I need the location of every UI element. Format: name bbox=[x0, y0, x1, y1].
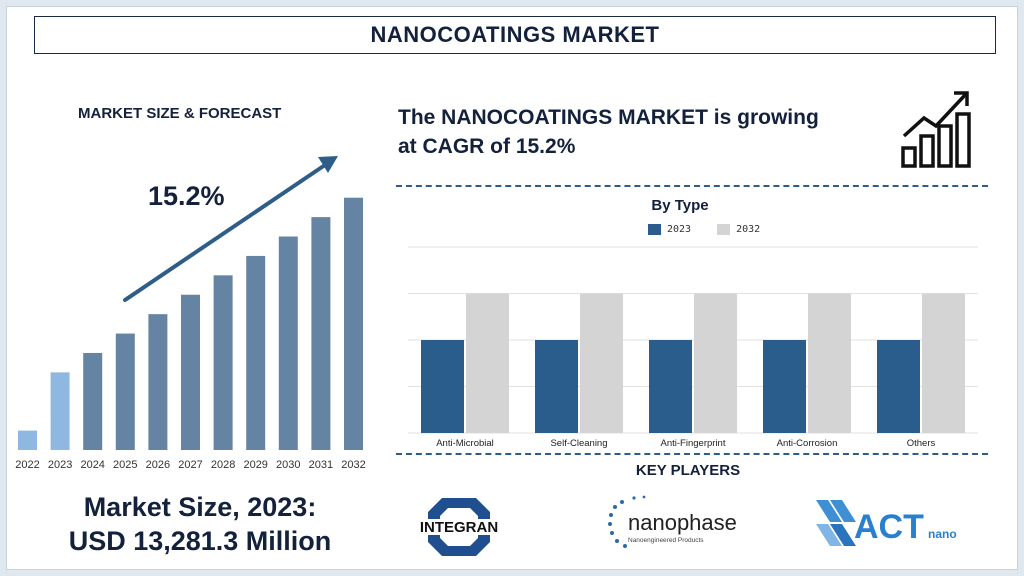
forecast-bar-2027 bbox=[181, 294, 200, 450]
forecast-tick-2028: 2028 bbox=[211, 459, 235, 471]
forecast-bar-2025 bbox=[115, 333, 135, 450]
type-bar-2023-anti-corrosion bbox=[763, 340, 806, 433]
type-bar-2032-others bbox=[922, 293, 965, 433]
forecast-bar-2023 bbox=[50, 372, 70, 450]
page-title: NANOCOATINGS MARKET bbox=[370, 22, 660, 47]
integran-logo-text: INTEGRAN bbox=[420, 519, 498, 536]
type-chart-legend: 2023 2032 bbox=[648, 224, 760, 235]
legend-item-2023: 2023 bbox=[648, 224, 691, 235]
forecast-bar-2031 bbox=[311, 217, 331, 450]
forecast-bar-2026 bbox=[148, 314, 168, 450]
trend-arrow-line bbox=[123, 163, 327, 302]
actnano-logo[interactable]: ACT nano bbox=[812, 494, 962, 550]
type-bar-2023-anti-fingerprint bbox=[649, 340, 692, 433]
cagr-statement: The NANOCOATINGS MARKET is growing at CA… bbox=[398, 103, 888, 161]
type-bar-2032-anti-fingerprint bbox=[694, 293, 737, 433]
actnano-logo-suffix: nano bbox=[928, 527, 957, 541]
type-bar-2032-self-cleaning bbox=[580, 293, 623, 433]
type-tick-others: Others bbox=[907, 438, 936, 449]
cagr-statement-line2: at CAGR of 15.2% bbox=[398, 135, 576, 158]
type-bar-2032-anti-corrosion bbox=[808, 293, 851, 433]
type-tick-anti-corrosion: Anti-Corrosion bbox=[777, 438, 838, 449]
forecast-tick-2029: 2029 bbox=[243, 459, 267, 471]
type-bar-2023-self-cleaning bbox=[535, 340, 578, 433]
nanophase-logo-text: nanophase bbox=[628, 510, 737, 535]
market-size-text: Market Size, 2023: USD 13,281.3 Million bbox=[40, 490, 360, 558]
section-divider-top bbox=[396, 185, 988, 187]
cagr-statement-line1: The NANOCOATINGS MARKET is growing bbox=[398, 106, 819, 129]
type-bar-2032-anti-microbial bbox=[466, 293, 509, 433]
section-divider-bottom bbox=[396, 453, 988, 455]
cagr-annotation: 15.2% bbox=[148, 181, 225, 211]
market-size-line2: USD 13,281.3 Million bbox=[68, 526, 332, 556]
forecast-tick-2024: 2024 bbox=[80, 459, 104, 471]
nanophase-tagline: Nanoengineered Products bbox=[628, 537, 704, 544]
forecast-bar-2032 bbox=[344, 197, 363, 450]
trend-arrow-head bbox=[318, 156, 338, 173]
key-players-title: KEY PLAYERS bbox=[635, 462, 741, 479]
forecast-bar-2024 bbox=[83, 352, 103, 450]
forecast-tick-2032: 2032 bbox=[341, 459, 365, 471]
legend-item-2032: 2032 bbox=[717, 224, 760, 235]
legend-label-2023: 2023 bbox=[667, 224, 692, 235]
forecast-title: MARKET SIZE & FORECAST bbox=[78, 105, 282, 122]
forecast-tick-2023: 2023 bbox=[48, 459, 72, 471]
forecast-tick-2025: 2025 bbox=[113, 459, 137, 471]
forecast-tick-2026: 2026 bbox=[146, 459, 170, 471]
type-bar-2023-others bbox=[877, 340, 920, 433]
forecast-bar-2030 bbox=[278, 236, 298, 450]
forecast-bar-2028 bbox=[213, 275, 233, 450]
integran-logo[interactable]: INTEGRAN bbox=[404, 496, 514, 558]
legend-label-2032: 2032 bbox=[736, 224, 761, 235]
growth-chart-icon bbox=[901, 91, 971, 168]
type-tick-anti-microbial: Anti-Microbial bbox=[436, 438, 494, 449]
type-tick-anti-fingerprint: Anti-Fingerprint bbox=[661, 438, 726, 449]
nanophase-logo[interactable]: nanophase Nanoengineered Products bbox=[604, 494, 754, 554]
forecast-tick-2031: 2031 bbox=[309, 459, 333, 471]
actnano-logo-text: ACT bbox=[854, 508, 924, 546]
type-bar-2023-anti-microbial bbox=[421, 340, 464, 433]
legend-swatch-2032 bbox=[717, 224, 731, 235]
legend-swatch-2023 bbox=[648, 224, 661, 235]
type-tick-self-cleaning: Self-Cleaning bbox=[550, 438, 607, 449]
forecast-tick-2030: 2030 bbox=[276, 459, 300, 471]
market-size-line1: Market Size, 2023: bbox=[83, 492, 317, 522]
forecast-tick-2022: 2022 bbox=[15, 459, 39, 471]
forecast-bar-2029 bbox=[246, 255, 266, 450]
infographic-frame bbox=[6, 6, 1018, 570]
type-chart-title: By Type bbox=[651, 197, 709, 214]
forecast-chart: 2022 2023 2024 2025 2026 2027 2028 2029 2030 2031… bbox=[15, 156, 366, 471]
forecast-bar-2022 bbox=[18, 430, 37, 450]
forecast-tick-2027: 2027 bbox=[178, 459, 202, 471]
title-banner: NANOCOATINGS MARKET bbox=[34, 16, 996, 54]
type-chart: Anti-Microbial Self-Cleaning Anti-Fingerpr… bbox=[408, 246, 978, 449]
